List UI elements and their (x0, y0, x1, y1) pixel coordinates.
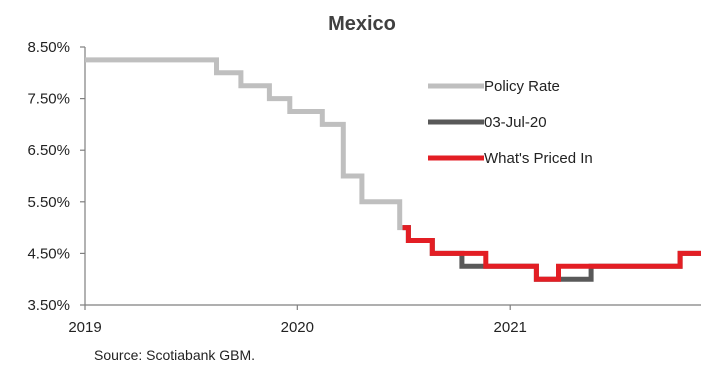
y-tick-label: 8.50% (27, 39, 70, 56)
x-tick-label: 2019 (68, 319, 101, 336)
legend-label-0: Policy Rate (484, 78, 560, 95)
legend-label-1: 03-Jul-20 (484, 114, 547, 131)
series-lines (85, 60, 701, 279)
x-axis-ticks: 2019 2020 2021 (68, 305, 527, 336)
y-tick-label: 3.50% (27, 297, 70, 314)
series-line-2 (403, 228, 701, 280)
series-line-0 (85, 60, 403, 228)
chart-title: Mexico (328, 13, 396, 35)
legend: Policy Rate 03-Jul-20 What's Priced In (428, 78, 593, 167)
y-tick-label: 6.50% (27, 142, 70, 159)
y-tick-label: 7.50% (27, 91, 70, 108)
source-note: Source: Scotiabank GBM. (94, 347, 255, 363)
x-tick-label: 2020 (281, 319, 314, 336)
x-tick-label: 2021 (494, 319, 527, 336)
legend-label-2: What's Priced In (484, 150, 593, 167)
y-tick-label: 5.50% (27, 194, 70, 211)
y-tick-label: 4.50% (27, 245, 70, 262)
y-axis-ticks: 3.50% 4.50% 5.50% 6.50% 7.50% 8.50% (27, 39, 85, 314)
